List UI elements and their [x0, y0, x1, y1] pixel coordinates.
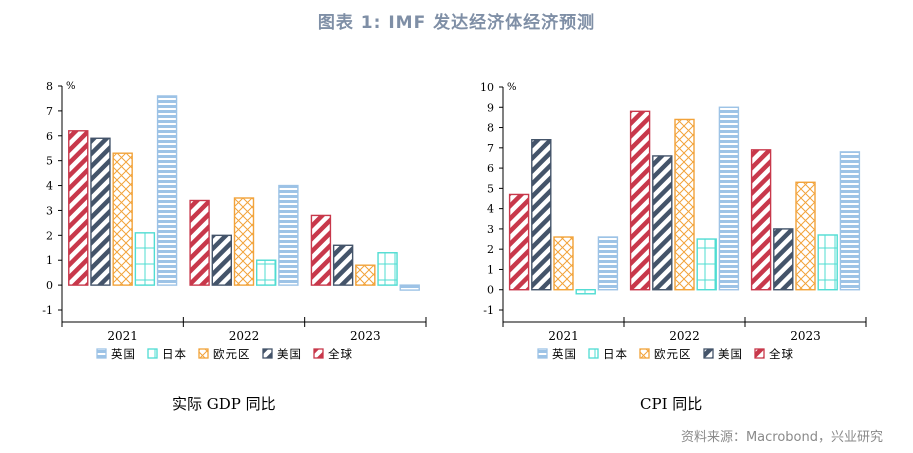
legend-swatch-japan	[147, 348, 158, 359]
y-tick-label: 5	[487, 182, 494, 195]
y-tick-label: -1	[483, 304, 494, 317]
cpi-chart-subtitle: CPI 同比	[640, 395, 703, 413]
legend-label-us: 美国	[718, 347, 743, 361]
bar-japan-2023	[377, 252, 398, 286]
y-tick-label: 4	[487, 203, 494, 216]
cpi-chart: -1 0 1 2 3 4 5 6 7 8 9 10 % 2021 2022 2023 英国 日本 欧元区 美国 全球	[480, 81, 867, 361]
bar-uk-2022	[718, 106, 740, 291]
bar-eurozone-2023	[795, 181, 816, 291]
bar-eurozone-2022	[674, 118, 695, 291]
bar-uk-2021	[597, 236, 619, 291]
legend-label-japan: 日本	[162, 347, 187, 361]
legend-label-eurozone: 欧元区	[213, 347, 251, 361]
legend-swatch-global	[313, 348, 324, 359]
bar-global-2023	[310, 214, 332, 286]
bar-uk-2022	[278, 184, 299, 286]
x-tick-label: 2023	[790, 329, 821, 343]
legend-label-uk: 英国	[552, 347, 577, 361]
bar-uk-2023	[399, 284, 420, 291]
bar-japan-2022	[256, 259, 277, 286]
bar-eurozone-2022	[233, 197, 255, 286]
bar-global-2023	[750, 149, 772, 291]
bar-eurozone-2021	[112, 152, 133, 286]
y-unit-label: %	[66, 81, 76, 92]
x-tick-label: 2022	[229, 329, 260, 343]
y-tick-label: 0	[487, 284, 494, 297]
bar-japan-2021	[575, 289, 596, 295]
x-tick-label: 2021	[107, 329, 138, 343]
bar-us-2022	[211, 234, 233, 286]
y-tick-label: 3	[46, 204, 53, 217]
gdp-chart: -1 0 1 2 3 4 5 6 7 8 % 2021 2022 2023 英国 日本 欧元区 美国 全球	[42, 80, 427, 361]
x-tick-label: 2023	[350, 329, 381, 343]
bar-us-2021	[531, 139, 552, 291]
legend-swatch-global	[754, 348, 765, 359]
legend-swatch-eurozone	[639, 348, 650, 359]
y-tick-label: 1	[487, 263, 494, 276]
legend-label-eurozone: 欧元区	[654, 347, 692, 361]
bar-global-2022	[189, 199, 210, 286]
legend-label-japan: 日本	[603, 347, 628, 361]
bar-japan-2023	[817, 234, 838, 291]
y-tick-label: 4	[46, 180, 53, 193]
legend-label-us: 美国	[277, 347, 302, 361]
bar-us-2023	[773, 228, 794, 291]
y-tick-label: -1	[42, 304, 53, 317]
y-tick-label: 3	[487, 223, 494, 236]
x-tick-label: 2022	[669, 329, 700, 343]
legend-swatch-japan	[588, 348, 599, 359]
y-tick-label: 8	[487, 122, 494, 135]
bar-uk-2021	[156, 95, 178, 286]
y-tick-label: 6	[46, 130, 53, 143]
source-note: 资料来源：Macrobond，兴业研究	[680, 430, 883, 445]
legend-label-global: 全球	[328, 347, 353, 361]
bar-global-2021	[68, 130, 89, 286]
y-tick-label: 7	[487, 142, 494, 155]
legend-label-global: 全球	[769, 347, 794, 361]
y-tick-label: 2	[46, 229, 53, 242]
y-tick-label: 9	[487, 101, 494, 114]
bar-japan-2022	[696, 238, 717, 291]
bar-japan-2021	[134, 232, 156, 286]
bar-eurozone-2023	[355, 264, 376, 286]
figure-title: 图表 1: IMF 发达经济体经济预测	[317, 13, 596, 33]
bar-eurozone-2021	[553, 236, 574, 291]
legend-swatch-uk	[96, 348, 107, 359]
y-tick-label: 7	[46, 105, 53, 118]
bar-us-2022	[652, 155, 673, 291]
bar-global-2022	[629, 110, 651, 291]
bar-us-2023	[332, 244, 354, 286]
bar-uk-2023	[839, 151, 861, 291]
legend-swatch-us	[262, 348, 273, 359]
legend-swatch-us	[703, 348, 714, 359]
y-tick-label: 0	[46, 279, 53, 292]
y-tick-label: 10	[480, 81, 494, 94]
y-unit-label: %	[507, 82, 517, 93]
bar-global-2021	[508, 193, 530, 291]
legend-label-uk: 英国	[111, 347, 136, 361]
y-tick-label: 5	[46, 155, 53, 168]
bar-us-2021	[90, 137, 111, 286]
legend-swatch-eurozone	[198, 348, 209, 359]
y-tick-label: 8	[46, 80, 53, 93]
y-tick-label: 1	[46, 254, 53, 267]
x-tick-label: 2021	[548, 329, 579, 343]
y-tick-label: 6	[487, 162, 494, 175]
gdp-chart-subtitle: 实际 GDP 同比	[172, 395, 276, 413]
y-tick-label: 2	[487, 243, 494, 256]
legend-swatch-uk	[537, 348, 548, 359]
